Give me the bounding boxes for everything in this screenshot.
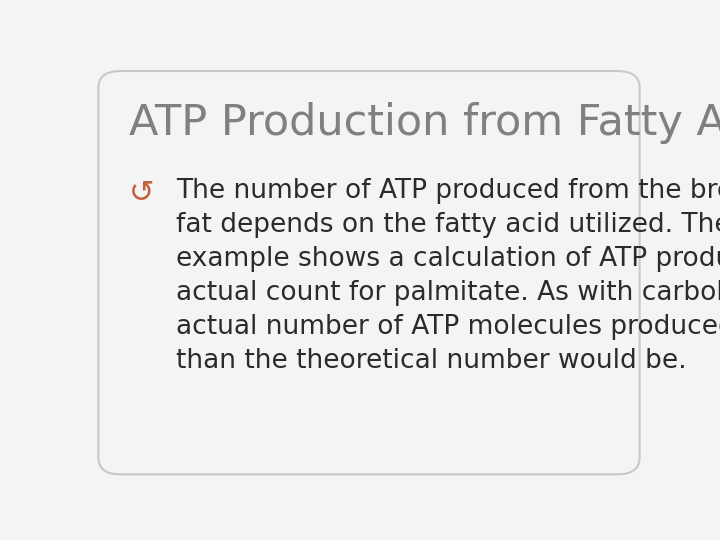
Text: ATP Production from Fatty Acids: ATP Production from Fatty Acids xyxy=(129,102,720,144)
Text: than the theoretical number would be.: than the theoretical number would be. xyxy=(176,348,687,374)
Text: actual count for palmitate. As with carbohydrate, the: actual count for palmitate. As with carb… xyxy=(176,280,720,306)
Text: ↺: ↺ xyxy=(129,179,155,208)
FancyBboxPatch shape xyxy=(99,71,639,474)
Text: example shows a calculation of ATP production by: example shows a calculation of ATP produ… xyxy=(176,246,720,272)
Text: actual number of ATP molecules produced is lower: actual number of ATP molecules produced … xyxy=(176,314,720,340)
Text: fat depends on the fatty acid utilized. The following: fat depends on the fatty acid utilized. … xyxy=(176,212,720,238)
Text: The number of ATP produced from the breakdown of: The number of ATP produced from the brea… xyxy=(176,178,720,204)
